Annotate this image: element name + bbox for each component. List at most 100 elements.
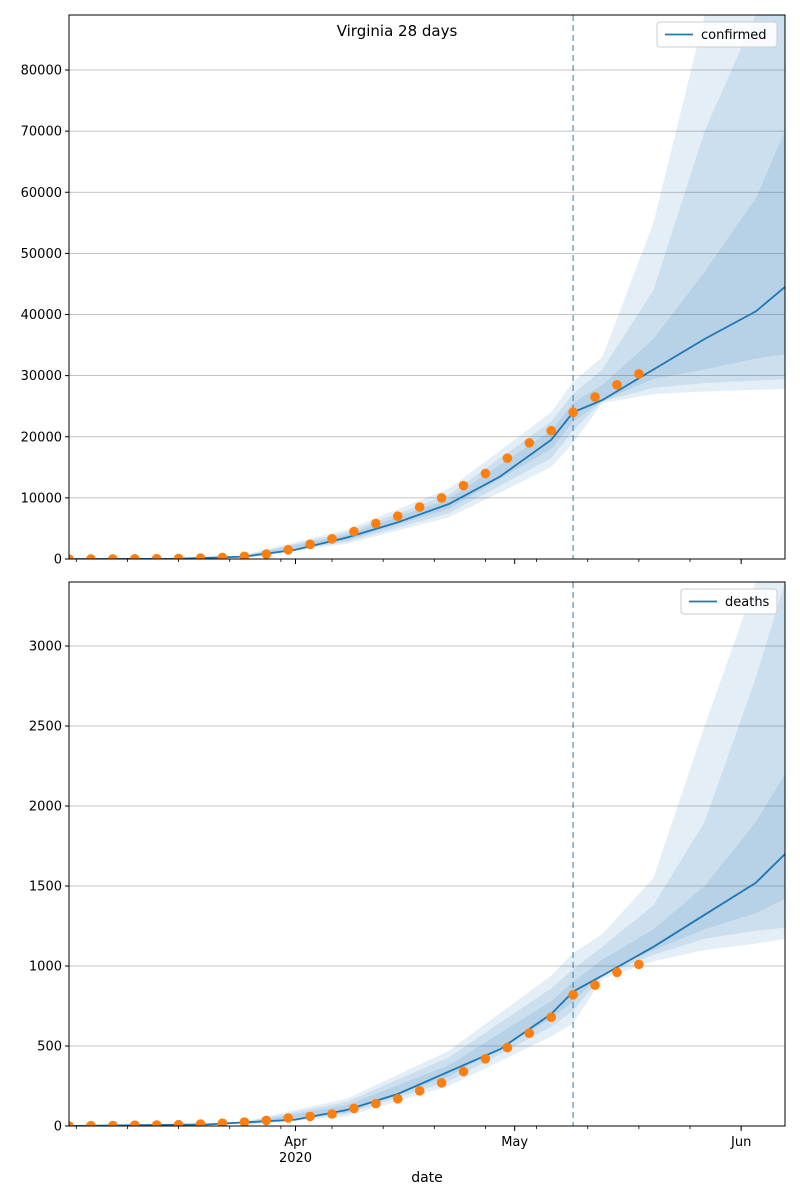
data-point [86, 1120, 96, 1126]
data-point [129, 1120, 140, 1126]
data-point [458, 480, 469, 491]
data-point [173, 1119, 184, 1126]
axes-frame [68, 581, 786, 1127]
data-point [195, 1119, 206, 1126]
data-point [195, 553, 206, 559]
y-tick-label: 70000 [21, 125, 62, 140]
data-point [305, 1111, 315, 1122]
data-point [568, 990, 578, 1000]
observed-points [69, 959, 644, 1126]
data-point [371, 518, 381, 529]
data-point [239, 1117, 250, 1126]
data-point [283, 545, 293, 555]
y-tick-label: 1000 [29, 960, 62, 975]
y-tick-label: 40000 [21, 308, 62, 323]
data-point [392, 511, 403, 522]
x-axis-label: date [411, 1170, 443, 1186]
x-tick-label: Jun [730, 1135, 751, 1150]
y-tick-label: 10000 [21, 491, 62, 506]
data-point [305, 539, 315, 550]
uncertainty-band-3 [244, 131, 785, 557]
plot-area [69, 582, 785, 1126]
y-tick-label: 3000 [29, 640, 62, 655]
data-point [349, 1103, 359, 1114]
y-tick-label: 80000 [21, 64, 62, 79]
uncertainty-band-1 [244, 15, 785, 558]
data-point [349, 526, 359, 537]
uncertainty-band-2 [244, 15, 785, 558]
data-point [612, 379, 622, 390]
gridlines [69, 69, 785, 560]
uncertainty-band-2 [244, 582, 785, 1125]
data-point [217, 1118, 228, 1126]
x-tick-label: May [501, 1135, 528, 1150]
gridlines [69, 645, 785, 1127]
x-axis [75, 559, 742, 564]
data-point [371, 1098, 381, 1109]
data-point [524, 438, 535, 448]
data-point [634, 368, 644, 379]
data-point [69, 554, 74, 559]
data-point [590, 392, 600, 402]
y-tick-label: 0 [54, 553, 62, 568]
legend-box [680, 588, 778, 615]
plot-area [69, 15, 785, 559]
data-point [261, 549, 272, 559]
data-point [239, 551, 250, 559]
data-point [108, 554, 118, 559]
confirmed-line [69, 286, 785, 559]
data-point [108, 1120, 118, 1126]
data-point [502, 453, 513, 463]
y-tick-label: 1500 [29, 880, 62, 895]
legend-label: confirmed [701, 28, 767, 43]
data-point [590, 980, 600, 990]
data-point [546, 1012, 557, 1022]
legend: deaths [680, 588, 778, 615]
data-point [524, 1028, 535, 1038]
data-point [129, 553, 140, 559]
data-point [480, 1054, 491, 1064]
y-tick-label: 2500 [29, 720, 62, 735]
data-point [151, 553, 162, 559]
legend-label: deaths [725, 595, 770, 610]
data-point [458, 1066, 469, 1077]
data-point [327, 534, 337, 544]
data-point [568, 407, 578, 418]
data-point [634, 959, 644, 970]
x-tick-label: Apr [284, 1135, 307, 1150]
data-point [283, 1113, 293, 1123]
uncertainty-band-1 [244, 582, 785, 1126]
y-tick-label: 2000 [29, 800, 62, 815]
chart-title: Virginia 28 days [337, 22, 458, 40]
y-tick-label: 500 [37, 1040, 62, 1055]
y-tick-label: 50000 [21, 247, 62, 262]
data-point [327, 1109, 337, 1119]
data-point [86, 554, 96, 559]
data-point [261, 1115, 272, 1126]
data-point [436, 493, 447, 503]
y-tick-label: 30000 [21, 369, 62, 384]
data-point [612, 967, 622, 978]
data-point [414, 1086, 425, 1096]
data-point [480, 468, 491, 479]
data-point [392, 1094, 403, 1104]
y-axis: 0 500 1000 1500 2000 2500 3000 [29, 640, 69, 1135]
y-tick-label: 20000 [21, 430, 62, 445]
data-point [414, 502, 425, 512]
data-point [151, 1120, 162, 1126]
axes-frame [68, 14, 786, 560]
data-point [69, 1121, 74, 1126]
legend-box [656, 21, 778, 48]
chart-panel-1: 0 10000 20000 30000 40000 50000 60000 70000 8000… [21, 14, 786, 568]
observed-points [69, 368, 644, 559]
data-point [546, 425, 557, 436]
data-point [436, 1078, 447, 1088]
y-tick-label: 0 [54, 1120, 62, 1135]
y-tick-label: 60000 [21, 186, 62, 201]
x-tick-sublabel: 2020 [279, 1151, 312, 1166]
data-point [173, 553, 184, 559]
